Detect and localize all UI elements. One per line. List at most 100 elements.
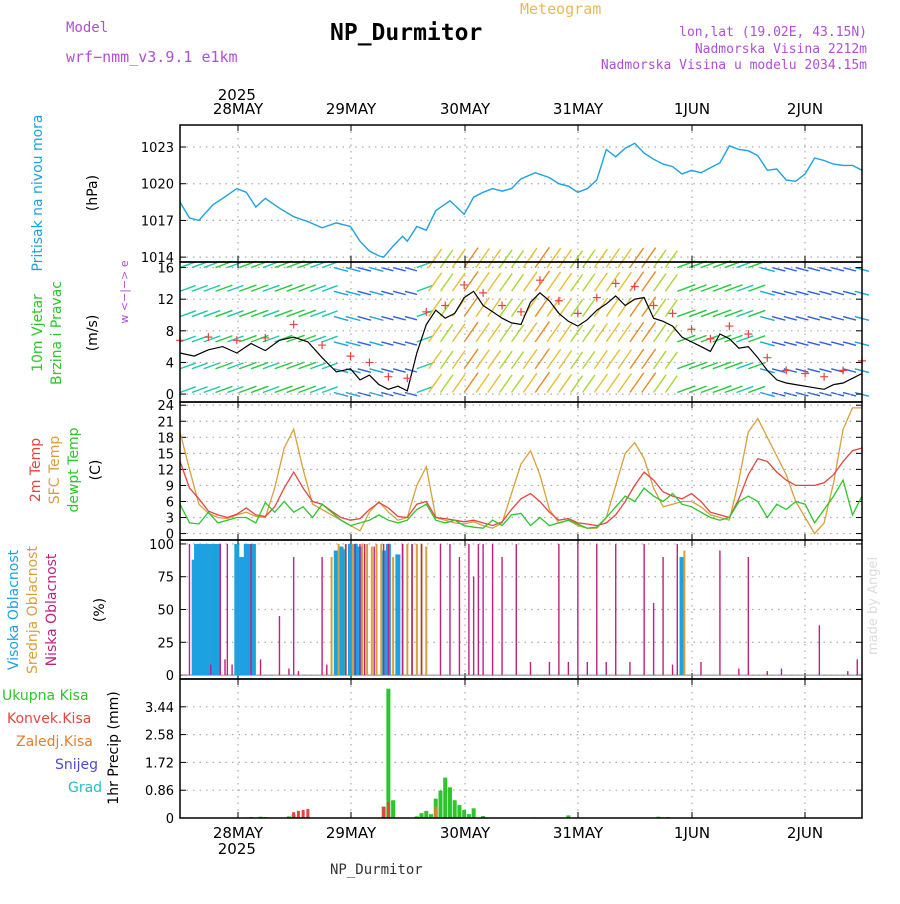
- low-cloud-bar: [401, 543, 404, 676]
- wind-arrow: [534, 295, 551, 317]
- low-cloud-bar: [643, 543, 645, 676]
- wind-arrow: [842, 290, 857, 296]
- wind-arrow: [321, 335, 338, 343]
- wind-arrow: [215, 284, 233, 292]
- gust-marker: [384, 372, 393, 381]
- wind-arrow: [439, 249, 454, 268]
- mid-cloud-bar: [361, 543, 364, 676]
- wind-arrow: [510, 374, 525, 393]
- wind-arrow: [499, 350, 513, 370]
- wind-arrow: [392, 341, 406, 346]
- wind-arrow: [357, 290, 372, 296]
- date-label-top: 29MAY: [326, 100, 377, 118]
- gust-marker: [232, 336, 241, 345]
- low-cloud-bar: [529, 661, 532, 676]
- wind-arrow: [191, 284, 208, 292]
- wind-arrow: [298, 309, 317, 318]
- wind-arrow: [439, 323, 454, 343]
- wind-arrow: [795, 368, 809, 373]
- low-cloud-bar: [629, 661, 631, 676]
- rain-bar: [443, 777, 448, 818]
- wind-arrow: [819, 368, 832, 373]
- date-label-top: 30MAY: [440, 100, 491, 118]
- wind-arrow: [724, 361, 743, 370]
- wind-arrow: [333, 341, 349, 347]
- wind-arrow: [510, 249, 525, 268]
- low-cloud-bar: [226, 543, 229, 676]
- wind-arrow: [700, 284, 719, 292]
- panel-grid-0: 1014 1017 1020 1023: [141, 125, 862, 266]
- wind-arrow: [664, 324, 678, 343]
- wind-arrow: [392, 391, 406, 397]
- low-cloud-bar: [615, 543, 617, 676]
- location-coords: lon,lat (19.02E, 43.15N): [679, 25, 867, 40]
- wind-arrow: [581, 323, 596, 343]
- wind-arrow: [807, 368, 821, 373]
- wind-arrow: [546, 348, 562, 370]
- tick-label-y: 16: [157, 262, 174, 277]
- wind-arrow: [677, 385, 696, 394]
- wind-arrow: [522, 322, 538, 343]
- wind-arrow: [534, 246, 551, 268]
- low-cloud-bar: [558, 543, 560, 676]
- date-label-top: 28MAY: [213, 100, 264, 118]
- low-cloud-bar: [700, 661, 702, 676]
- station-elevation: Nadmorska Visina 2212m: [694, 42, 867, 57]
- wind-arrow: [227, 310, 244, 318]
- gust-marker: [801, 369, 810, 378]
- wind-arrow: [439, 273, 454, 292]
- high-cloud-bar: [395, 554, 401, 676]
- wind-arrow: [771, 315, 786, 321]
- wind-arrow: [807, 341, 821, 346]
- wind-arrow: [842, 368, 857, 373]
- gust-marker: [365, 358, 374, 367]
- tick-label-y: 4: [166, 356, 174, 371]
- gust-marker: [782, 366, 791, 375]
- meteogram-label: Meteogram: [520, 0, 602, 18]
- wind-arrow: [842, 315, 857, 321]
- gust-marker: [573, 309, 582, 318]
- wind-arrow: [416, 335, 434, 343]
- wind-arrow: [759, 315, 775, 322]
- tick-label-y: 1017: [141, 214, 174, 229]
- wind-arrow: [463, 271, 479, 292]
- wind-axis-title-line: 10m Vjetar: [30, 294, 46, 372]
- chart-title: NP_Durmitor: [330, 20, 483, 46]
- rain-bar: [424, 810, 429, 818]
- tick-label-y: 3.44: [145, 701, 174, 716]
- wind-arrow: [677, 334, 696, 343]
- wind-arrow: [499, 249, 513, 268]
- date-label-bottom: 2JUN: [787, 824, 823, 842]
- wind-arrow: [522, 271, 538, 292]
- tick-label-y: 24: [157, 399, 174, 414]
- wind-arrow: [191, 386, 208, 394]
- low-cloud-bar: [477, 543, 480, 676]
- wind-arrow: [286, 284, 305, 292]
- wind-arrow: [617, 373, 632, 393]
- low-cloud-bar: [567, 661, 570, 676]
- wind-arrow: [333, 315, 349, 322]
- wind-arrow: [369, 368, 384, 374]
- wind-arrow: [629, 348, 645, 370]
- wind-arrow: [381, 290, 394, 296]
- precip-legend-item: Ukupna Kisa: [2, 688, 89, 704]
- wind-arrow: [310, 335, 327, 343]
- wind-arrow: [203, 362, 221, 370]
- wind-arrow: [298, 361, 317, 370]
- gust-marker: [554, 296, 563, 305]
- wind-arrow: [310, 386, 327, 394]
- low-cloud-bar: [250, 543, 252, 676]
- wind-arrow: [605, 247, 621, 268]
- wind-arrow: [333, 266, 349, 273]
- wind-compass-text: w <−|−> e: [118, 260, 131, 324]
- wind-arrow: [215, 335, 233, 343]
- wind-arrow: [191, 362, 208, 370]
- wind-arrow: [653, 298, 667, 317]
- wind-arrow: [238, 385, 257, 394]
- cloud-axis-title-line: Niska Oblacnost: [44, 553, 60, 666]
- wind-arrow: [677, 309, 696, 318]
- model-name: wrf−nmm_v3.9.1 e1km: [66, 48, 238, 66]
- wind-arrow: [605, 297, 621, 317]
- wind-arrow: [369, 266, 384, 272]
- rain-bar: [457, 805, 462, 818]
